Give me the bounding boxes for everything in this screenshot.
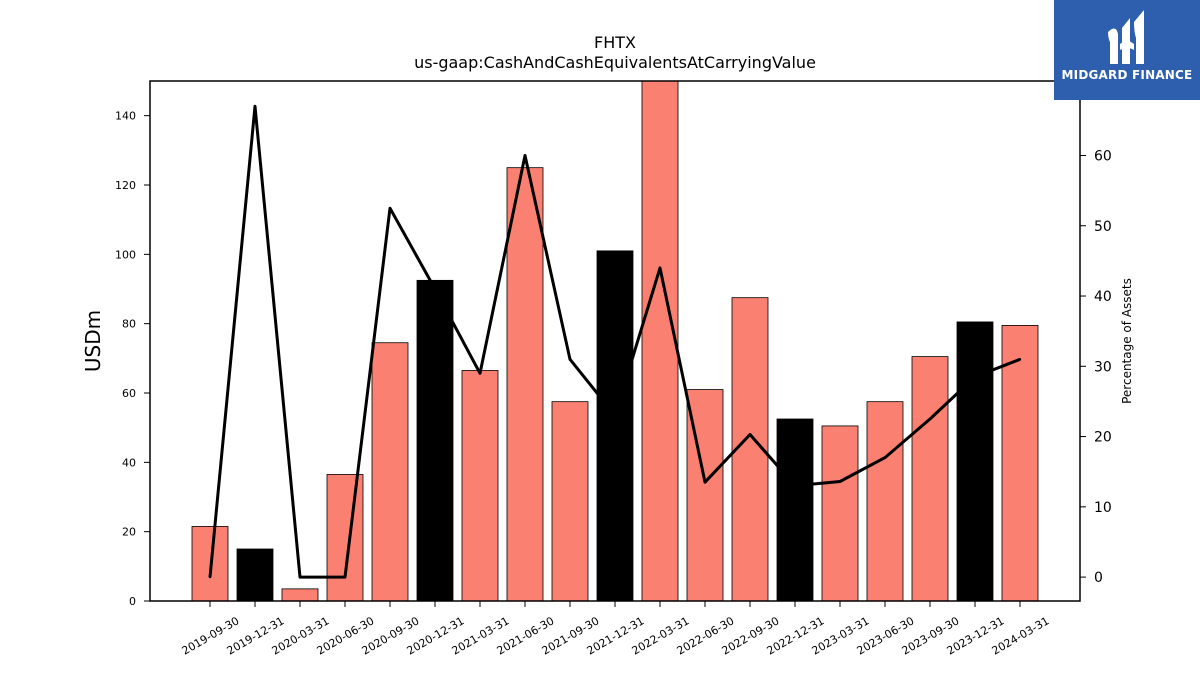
- bar-2020-09-30: [371, 342, 409, 602]
- line-point-2021-09-30: [568, 358, 572, 361]
- y-tick-label-left: 80: [122, 318, 136, 331]
- y-ticks-left: 0 20 40 60 80 100 120 140: [115, 110, 150, 608]
- line-point-2019-09-30: [208, 575, 212, 579]
- bar-2020-12-31: [416, 279, 454, 602]
- bar-2024-03-31: [1001, 324, 1039, 602]
- logo-text: MIDGARD FINANCE: [1061, 68, 1193, 82]
- line-point-2020-03-31: [298, 575, 302, 579]
- line-point-2020-12-31: [433, 287, 437, 291]
- bar-2022-03-31: [641, 80, 679, 602]
- y-tick-label-right: 10: [1094, 500, 1112, 516]
- line-point-2023-03-31: [838, 480, 842, 483]
- chart-title: FHTX: [594, 33, 636, 52]
- bar-2023-12-31: [956, 321, 994, 602]
- y-tick-label-right: 0: [1094, 570, 1103, 586]
- x-ticks: 2019-09-302019-12-312020-03-312020-06-30…: [180, 601, 1052, 658]
- y-tick-label-right: 30: [1094, 359, 1112, 375]
- line-series: [208, 104, 1022, 579]
- line-point-2020-09-30: [388, 206, 392, 210]
- y-tick-label-left: 20: [122, 526, 136, 539]
- logo-mark-icon: [1108, 10, 1144, 65]
- line-point-2019-12-31: [253, 105, 257, 108]
- chart-subtitle: us-gaap:CashAndCashEquivalentsAtCarrying…: [414, 53, 816, 72]
- y-tick-label-left: 100: [115, 248, 136, 261]
- bar-2022-12-31: [776, 418, 814, 602]
- bar-2021-09-30: [551, 401, 589, 602]
- line-point-2023-09-30: [928, 417, 932, 421]
- bar-2021-12-31: [596, 250, 634, 602]
- y-tick-label-right: 40: [1094, 289, 1112, 305]
- line-point-2023-06-30: [883, 456, 887, 459]
- y-axis-label-left: USDm: [81, 310, 105, 372]
- line-point-2024-03-31: [1018, 358, 1022, 361]
- bar-2021-06-30: [506, 167, 544, 602]
- y-axis-label-right: Percentage of Assets: [1120, 278, 1134, 404]
- bar-2023-06-30: [866, 401, 904, 602]
- y-tick-label-left: 40: [122, 456, 136, 469]
- bar-2023-03-31: [821, 425, 859, 602]
- bar-series: [191, 80, 1039, 602]
- y-tick-label-left: 120: [115, 179, 136, 192]
- y-tick-label-right: 60: [1094, 148, 1112, 164]
- line-point-2022-03-31: [658, 266, 662, 270]
- line-point-2020-06-30: [343, 575, 347, 579]
- bar-2020-06-30: [326, 474, 364, 602]
- line-point-2021-03-31: [478, 372, 482, 375]
- y-tick-label-left: 60: [122, 387, 136, 400]
- y-tick-label-right: 50: [1094, 219, 1112, 235]
- y-ticks-right: 0 10 20 30 40 50 60: [1080, 148, 1112, 586]
- line-point-2022-06-30: [703, 481, 707, 484]
- bar-2021-03-31: [461, 370, 499, 602]
- line-point-2022-12-31: [793, 484, 797, 487]
- y-tick-label-right: 20: [1094, 430, 1112, 446]
- midgard-finance-logo: MIDGARD FINANCE: [1054, 0, 1200, 100]
- line-point-2022-09-30: [748, 433, 752, 436]
- line-point-2021-12-31: [613, 414, 617, 417]
- y-tick-label-left: 0: [129, 595, 136, 608]
- line-point-2023-12-31: [973, 375, 977, 379]
- line-point-2021-06-30: [523, 154, 527, 157]
- y-tick-label-left: 140: [115, 110, 136, 123]
- bar-2020-03-31: [281, 588, 319, 602]
- bar-2023-09-30: [911, 356, 949, 602]
- bar-2019-12-31: [236, 548, 274, 602]
